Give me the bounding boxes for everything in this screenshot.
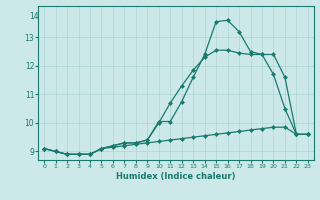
X-axis label: Humidex (Indice chaleur): Humidex (Indice chaleur) <box>116 172 236 181</box>
Text: 14: 14 <box>29 12 38 21</box>
